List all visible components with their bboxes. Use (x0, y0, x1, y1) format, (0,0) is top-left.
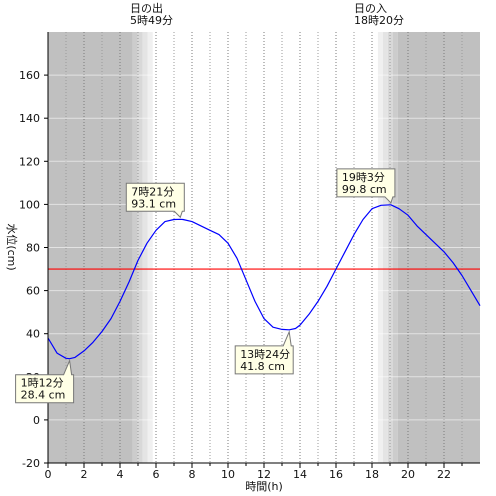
y-tick-label: 0 (33, 414, 40, 427)
y-tick-label: 40 (26, 328, 40, 341)
y-tick-label: 60 (26, 285, 40, 298)
x-tick-label: 18 (365, 468, 379, 481)
y-tick-label: 120 (19, 155, 40, 168)
x-tick-label: 12 (257, 468, 271, 481)
annotation-value: 99.8 cm (342, 183, 387, 196)
annotation-time: 7時21分 (131, 185, 174, 198)
x-tick-label: 14 (293, 468, 307, 481)
y-tick-label: 140 (19, 112, 40, 125)
y-tick-label: 100 (19, 198, 40, 211)
water-level-line (47, 204, 481, 360)
plot-area (47, 32, 481, 464)
x-tick-label: 20 (401, 468, 415, 481)
x-tick-label: 6 (153, 468, 160, 481)
x-tick-label: 4 (117, 468, 124, 481)
y-tick-label: -20 (22, 457, 40, 470)
annotation-value: 28.4 cm (21, 389, 66, 402)
y-axis-title: 水位(cm) (5, 223, 19, 270)
annotation-box (125, 182, 185, 219)
sunrise-time: 5時49分 (130, 14, 173, 27)
sunset-label: 日の入 (354, 2, 387, 15)
sunset-time: 18時20分 (354, 14, 404, 27)
x-tick-label: 22 (437, 468, 451, 481)
x-tick-label: 8 (189, 468, 196, 481)
sunrise-label: 日の出 (130, 1, 163, 15)
x-tick-label: 16 (329, 468, 343, 481)
annotation-box (234, 329, 294, 375)
annotation-time: 19時3分 (342, 171, 385, 184)
y-tick-label: 80 (26, 242, 40, 255)
annotation-value: 41.8 cm (240, 360, 285, 373)
x-tick-label: 0 (45, 468, 52, 481)
y-tick-label: 160 (19, 69, 40, 82)
annotation-box (336, 168, 396, 204)
annotation-time: 13時24分 (240, 348, 290, 361)
x-tick-label: 10 (221, 468, 235, 481)
annotation-time: 1時12分 (21, 377, 64, 390)
x-tick-label: 2 (81, 468, 88, 481)
x-axis-title: 時間(h) (245, 480, 283, 493)
annotation-box (15, 358, 75, 404)
annotation-value: 93.1 cm (131, 197, 176, 210)
